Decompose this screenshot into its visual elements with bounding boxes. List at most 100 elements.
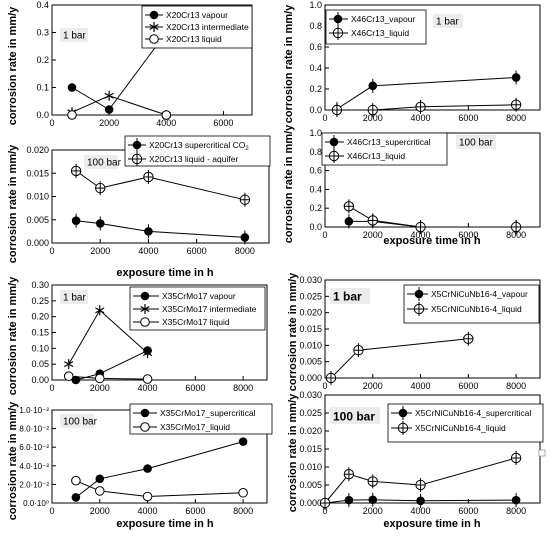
legend-marker: [140, 422, 150, 432]
data-point: [319, 496, 331, 510]
y-tick-label: 0.000: [26, 238, 49, 248]
legend-label: X5CrNiCuNb16-4_supercritical: [415, 408, 531, 418]
legend-marker: [413, 302, 425, 316]
legend: [124, 135, 271, 167]
series-line: [75, 441, 244, 498]
chart-p4: 0 2000 4000 6000 8000 0.0 0.2 0.4 0.6 0.8 1.0 corro…: [283, 124, 541, 247]
series-line: [75, 170, 246, 201]
legend-marker: [140, 304, 150, 314]
y-tick-label: 0.030: [299, 390, 322, 400]
y-tick-label: 0.2: [309, 203, 322, 213]
x-tick-label: 4000: [138, 246, 158, 256]
chart-p5: 0 2000 4000 6000 8000 0.00 0.05 0.10 0.15 0.20 0.2…: [7, 276, 268, 395]
x-axis-label: exposure time in h: [116, 518, 213, 530]
x-tick-label: 6000: [185, 383, 205, 393]
x-axis-label: exposure time in h: [383, 518, 480, 530]
data-point: [343, 467, 355, 482]
y-tick-label: 0.005: [299, 357, 322, 367]
data-point: [67, 83, 77, 92]
x-tick-label: 6000: [187, 246, 207, 256]
x-tick-label: 4000: [138, 383, 158, 393]
series-line: [336, 104, 517, 111]
y-axis-label: corrosion rate in mm/y: [287, 272, 299, 391]
legend-marker: [140, 408, 150, 418]
y-tick-label: 0.000: [299, 498, 322, 508]
data-point: [415, 478, 426, 492]
y-tick-label: 8.0·10⁻²: [19, 425, 49, 434]
y-tick-label: 0.25: [31, 296, 49, 306]
x-tick-label: 4000: [156, 118, 176, 128]
legend-label: X20Cr13 intermediate: [166, 22, 249, 32]
data-point: [510, 97, 522, 112]
data-point: [95, 181, 106, 196]
data-point: [71, 213, 81, 228]
edge-marker: [538, 449, 546, 457]
y-tick-label: 0.6: [309, 42, 322, 52]
legend-marker: [329, 135, 339, 149]
x-tick-label: 2000: [363, 113, 383, 123]
x-tick-label: 6000: [213, 118, 233, 128]
pressure-label: 1 bar: [63, 31, 86, 42]
y-axis-label: corrosion rate in mm/y: [7, 6, 19, 125]
y-tick-label: 0.020: [26, 145, 49, 155]
legend: [403, 284, 540, 324]
x-tick-label: 8000: [233, 383, 253, 393]
y-tick-label: 0.20: [31, 312, 49, 322]
x-tick-label: 8000: [506, 230, 526, 240]
pressure-label: 1 bar: [333, 290, 362, 304]
y-tick-label: 0.2: [309, 84, 322, 94]
x-tick-label: 8000: [506, 113, 526, 123]
x-tick-label: 0: [322, 230, 327, 240]
data-point: [415, 220, 426, 234]
y-tick-label: 0.030: [299, 275, 322, 285]
pressure-label: 100 bar: [459, 138, 494, 149]
pressure-badge: [84, 155, 118, 169]
y-tick-label: 0.015: [299, 324, 322, 334]
data-point: [144, 224, 153, 239]
y-tick-label: 0.020: [299, 308, 322, 318]
y-tick-label: 1.0·10⁻²: [19, 406, 49, 415]
data-point: [368, 78, 378, 93]
y-tick-label: 0.005: [26, 215, 49, 225]
data-point: [142, 491, 153, 502]
data-point: [463, 331, 474, 346]
legend-label: X5CrNiCuNb16-4_vapour: [431, 289, 528, 299]
data-point: [95, 216, 105, 231]
y-tick-label: 0.010: [26, 192, 49, 202]
y-tick-label: 0.15: [31, 328, 49, 338]
y-tick-label: 0.0: [36, 110, 49, 120]
x-axis-label: exposure time in h: [116, 267, 213, 279]
legend-label: X35CrMo17 intermediate: [162, 304, 257, 314]
y-axis-label: corrosion rate in mm/y: [7, 144, 19, 263]
y-axis-label: corrosion rate in mm/y: [283, 4, 295, 123]
x-tick-label: 0: [322, 113, 327, 123]
data-point: [63, 371, 74, 382]
legend-marker: [149, 34, 159, 44]
data-point: [161, 110, 172, 120]
legend-marker: [149, 10, 159, 20]
data-point: [64, 359, 74, 370]
pressure-label: 100 bar: [63, 417, 98, 428]
data-point: [70, 163, 82, 178]
data-point: [95, 474, 105, 484]
series-line: [75, 480, 244, 498]
x-axis-label: exposure time in h: [383, 235, 480, 247]
data-point: [104, 105, 114, 114]
x-tick-label: 2000: [90, 506, 110, 516]
pressure-badge: [60, 28, 88, 42]
legend: [321, 132, 448, 166]
data-point: [344, 214, 354, 229]
x-tick-label: 6000: [458, 230, 478, 240]
data-point: [238, 487, 248, 498]
y-tick-label: 0.2: [36, 55, 49, 65]
chart-p2: 0 2000 4000 6000 8000 0.000 0.005 0.010 0.015 0.0…: [7, 135, 271, 279]
x-tick-label: 6000: [458, 113, 478, 123]
x-tick-label: 0: [49, 383, 54, 393]
y-tick-label: 0.025: [299, 291, 322, 301]
legend-label: X35CrMo17_liquid: [160, 422, 230, 432]
legend: [325, 9, 427, 45]
data-point: [343, 199, 355, 214]
x-tick-label: 2000: [363, 381, 383, 391]
legend-marker: [132, 138, 142, 152]
